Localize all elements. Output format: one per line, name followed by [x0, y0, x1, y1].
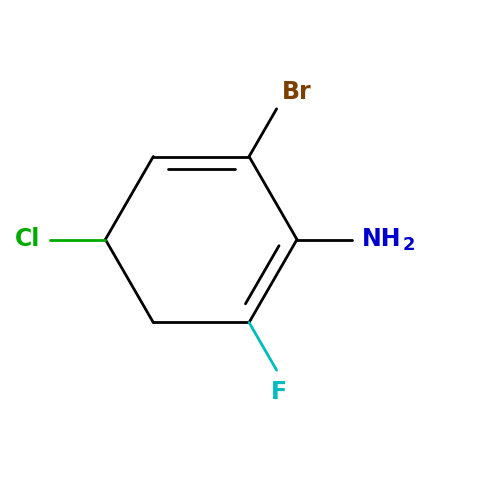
Text: Cl: Cl — [15, 228, 41, 251]
Text: Br: Br — [282, 80, 311, 104]
Text: F: F — [271, 380, 287, 404]
Text: NH: NH — [362, 228, 401, 251]
Text: 2: 2 — [402, 236, 415, 254]
